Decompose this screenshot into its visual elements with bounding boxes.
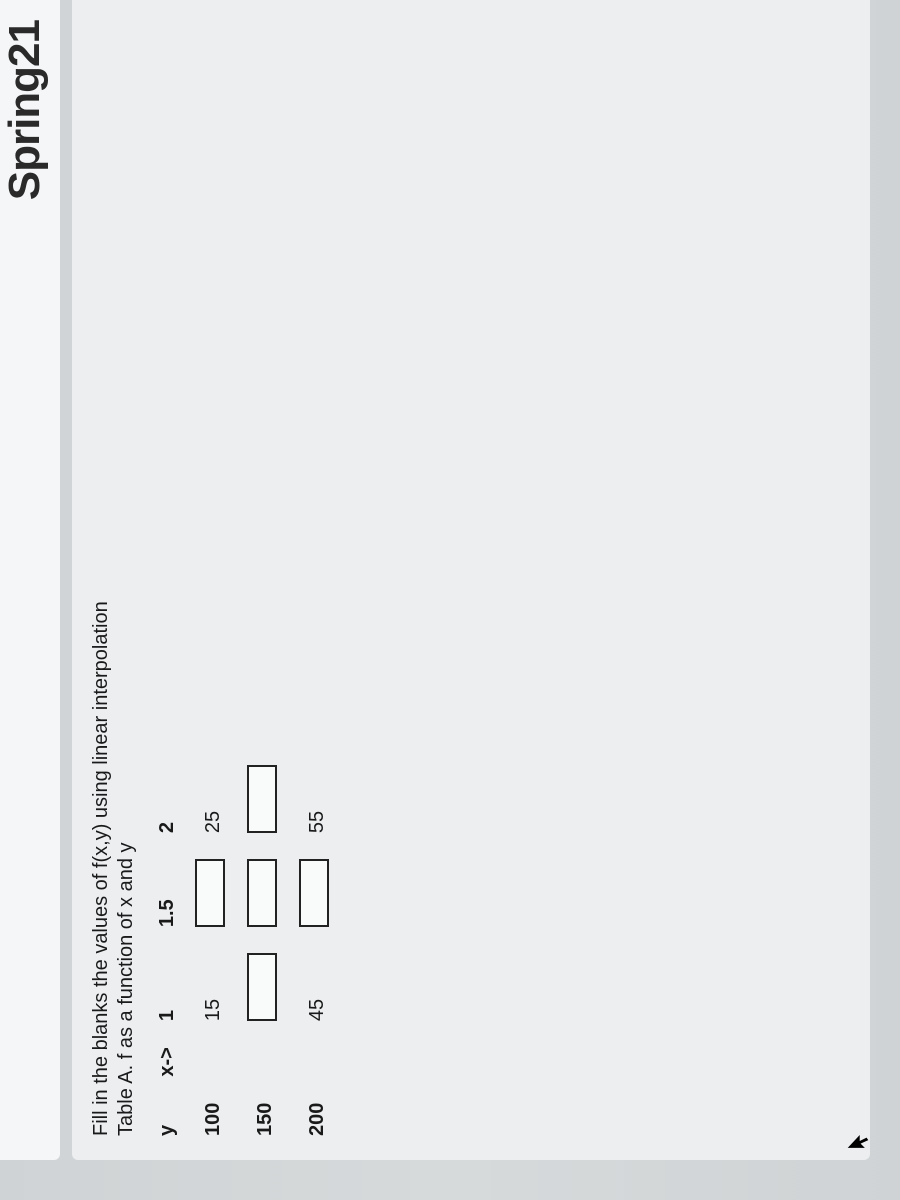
table-caption: Table A. f as a function of x and y [115,24,138,1136]
y-header: 150 [239,1077,291,1136]
blank-cell [291,833,343,927]
question-card: Fill in the blanks the values of f(x,y) … [72,0,870,1160]
table-row: 150 [239,739,291,1136]
table-header-row: y x-> 1 1.5 2 [148,739,187,1136]
empty-cell [291,1021,343,1076]
cell-value: 45 [291,927,343,1021]
blank-input[interactable] [247,765,277,833]
blank-input[interactable] [247,859,277,927]
cell-value: 15 [187,927,239,1021]
blank-input[interactable] [247,953,277,1021]
cell-value: 25 [187,739,239,833]
blank-cell [239,739,291,833]
empty-cell [239,1021,291,1076]
page: Spring21 Fill in the blanks the values o… [0,0,900,1200]
question-prompt: Fill in the blanks the values of f(x,y) … [90,24,113,1136]
blank-cell [187,833,239,927]
x-header: 1.5 [148,833,187,927]
interpolation-table: y x-> 1 1.5 2 100 15 25 150 [148,739,343,1136]
x-axis-label: x-> [148,1021,187,1076]
course-title-text: Spring21 [0,20,49,200]
blank-cell [239,833,291,927]
table-row: 100 15 25 [187,739,239,1136]
empty-cell [187,1021,239,1076]
course-header-band: Spring21 [0,0,60,1160]
blank-input[interactable] [299,859,329,927]
blank-input[interactable] [195,859,225,927]
table-row: 200 45 55 [291,739,343,1136]
course-title-fragment: Spring21 [0,20,50,200]
x-header: 1 [148,927,187,1021]
cell-value: 55 [291,739,343,833]
screen: Spring21 Fill in the blanks the values o… [0,0,900,1200]
rotated-content: Spring21 Fill in the blanks the values o… [0,0,900,1200]
y-header: 100 [187,1077,239,1136]
blank-cell [239,927,291,1021]
x-header: 2 [148,739,187,833]
y-axis-label: y [148,1077,187,1136]
cursor-icon [846,1132,870,1150]
y-header: 200 [291,1077,343,1136]
